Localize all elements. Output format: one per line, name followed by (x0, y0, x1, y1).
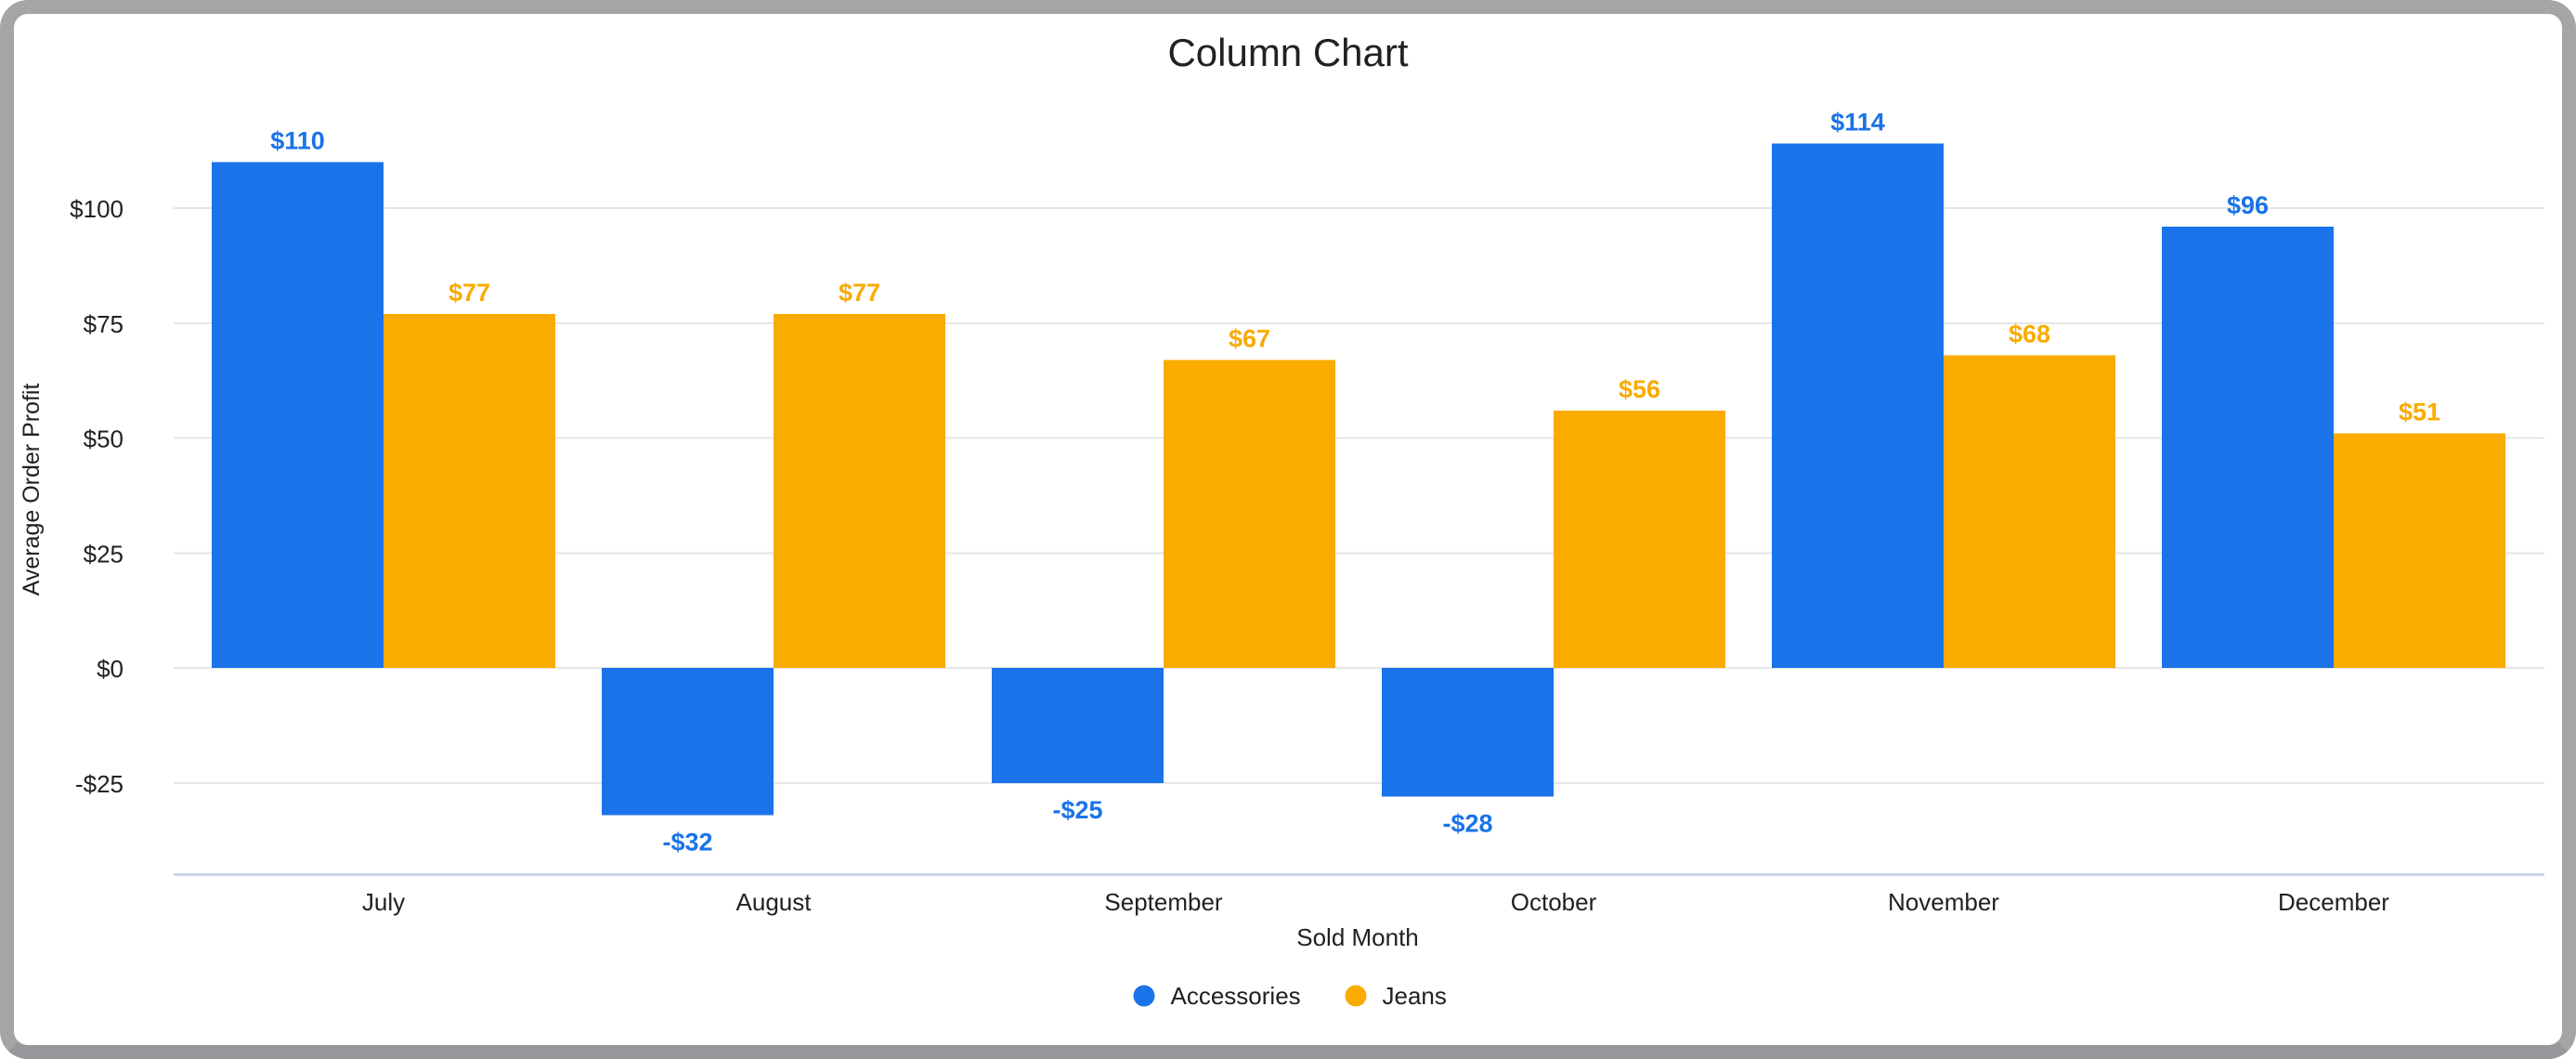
x-tick-label-july: July (362, 888, 405, 916)
bar-jeans-october[interactable] (1554, 410, 1725, 668)
bar-jeans-august[interactable] (774, 313, 945, 668)
legend-swatch-jeans (1345, 985, 1367, 1007)
bar-jeans-september[interactable] (1164, 360, 1335, 668)
bar-accessories-november[interactable] (1772, 143, 1944, 668)
y-tick-label-25: $25 (84, 540, 124, 568)
value-label-jeans-september: $67 (1229, 324, 1270, 352)
bar-accessories-december[interactable] (2162, 226, 2334, 669)
value-label-accessories-september: -$25 (1052, 796, 1102, 824)
value-label-jeans-august: $77 (839, 279, 880, 307)
value-label-jeans-december: $51 (2399, 399, 2440, 426)
y-tick-label-75: $75 (84, 310, 124, 338)
bar-accessories-august[interactable] (602, 668, 774, 816)
x-tick-label-october: October (1511, 888, 1597, 916)
y-axis-title: Average Order Profit (19, 384, 45, 596)
label-layer: -$25 $0 $25 $50 $75 $100 July $110 $77 August -$32… (70, 109, 2440, 916)
value-label-accessories-october: -$28 (1442, 810, 1492, 838)
value-label-accessories-august: -$32 (662, 828, 712, 856)
x-axis-title: Sold Month (1296, 923, 1419, 951)
y-tick-label-50: $50 (84, 425, 124, 453)
bar-accessories-october[interactable] (1382, 668, 1554, 797)
x-tick-label-november: November (1888, 888, 1999, 916)
y-tick-label-100: $100 (70, 195, 124, 223)
bar-jeans-november[interactable] (1944, 355, 2115, 668)
legend-label-jeans: Jeans (1383, 982, 1447, 1010)
legend-item-accessories[interactable]: Accessories (1133, 982, 1301, 1010)
grid-layer (174, 207, 2544, 784)
x-tick-label-august: August (736, 888, 813, 916)
value-label-jeans-july: $77 (449, 279, 490, 307)
value-label-jeans-november: $68 (2009, 320, 2050, 347)
legend-swatch-accessories (1133, 985, 1155, 1007)
y-tick-label--25: -$25 (75, 770, 124, 798)
bar-accessories-july[interactable] (212, 162, 384, 669)
legend-item-jeans[interactable]: Jeans (1345, 982, 1447, 1010)
value-label-jeans-october: $56 (1619, 375, 1660, 403)
legend: Accessories Jeans (1133, 982, 1447, 1010)
bar-jeans-july[interactable] (384, 313, 555, 668)
x-tick-label-september: September (1104, 888, 1223, 916)
y-tick-label-0: $0 (97, 655, 124, 683)
x-tick-label-december: December (2278, 888, 2389, 916)
bar-accessories-september[interactable] (992, 668, 1164, 783)
bar-layer (212, 143, 2505, 816)
value-label-accessories-november: $114 (1830, 109, 1885, 137)
value-label-accessories-july: $110 (270, 127, 325, 155)
legend-label-accessories: Accessories (1171, 982, 1301, 1010)
value-label-accessories-december: $96 (2227, 191, 2269, 219)
bar-jeans-december[interactable] (2334, 433, 2505, 668)
chart-title: Column Chart (1167, 31, 1408, 74)
